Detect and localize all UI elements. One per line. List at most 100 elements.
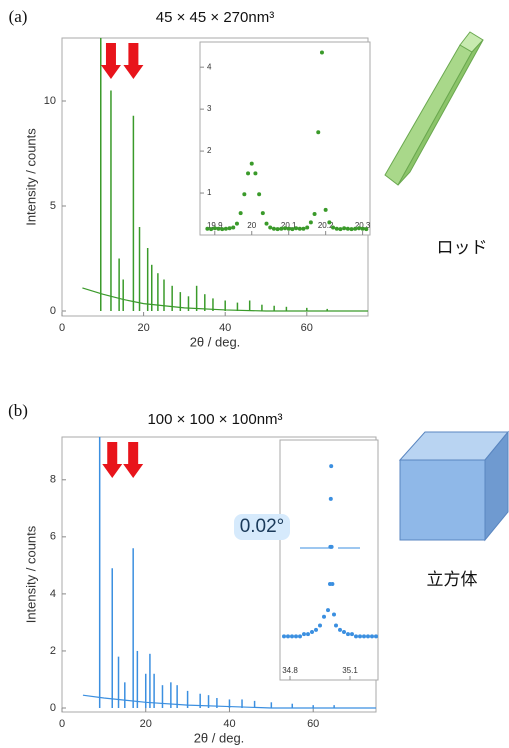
data-point xyxy=(342,630,346,634)
x-tick-label: 20 xyxy=(137,322,149,334)
data-point xyxy=(370,634,374,639)
data-point xyxy=(238,211,243,216)
data-point xyxy=(205,226,210,231)
data-point xyxy=(329,464,334,469)
data-point xyxy=(346,632,350,637)
x-tick-label: 19.9 xyxy=(207,221,223,230)
data-point xyxy=(330,582,335,586)
x-tick-label: 60 xyxy=(307,718,319,730)
data-point xyxy=(246,171,251,176)
data-point xyxy=(234,221,239,226)
x-tick-label: 40 xyxy=(223,718,235,730)
red-arrow xyxy=(123,442,144,478)
data-point xyxy=(302,632,306,637)
data-point xyxy=(308,220,313,225)
data-point xyxy=(271,226,276,231)
data-point xyxy=(305,225,310,230)
x-tick-label: 40 xyxy=(219,322,231,334)
data-point xyxy=(298,634,302,639)
data-point xyxy=(268,225,273,230)
shape-label: ロッド xyxy=(437,238,488,258)
data-point xyxy=(338,627,342,632)
red-arrow xyxy=(123,43,144,79)
x-axis-label: 2θ / deg. xyxy=(190,334,241,349)
y-tick-label: 0 xyxy=(50,702,56,714)
data-point xyxy=(358,634,362,639)
y-tick-label: 0 xyxy=(50,305,56,317)
data-point xyxy=(364,227,369,232)
x-tick-label: 34.8 xyxy=(282,666,298,675)
data-point xyxy=(297,226,302,231)
x-tick-label: 0 xyxy=(59,718,65,730)
data-point xyxy=(334,623,338,628)
x-tick-label: 20.2 xyxy=(318,221,334,230)
data-point xyxy=(283,226,287,231)
data-point xyxy=(362,634,366,639)
data-point xyxy=(249,161,254,166)
data-point xyxy=(282,634,286,639)
data-point xyxy=(209,227,214,232)
annotation-glow xyxy=(234,514,290,540)
data-point xyxy=(294,634,298,639)
x-tick-label: 20 xyxy=(140,718,152,730)
data-point xyxy=(374,634,378,639)
y-tick-label: 2 xyxy=(50,645,56,657)
y-tick-label: 5 xyxy=(50,200,56,212)
y-axis-label: Intensity / counts xyxy=(23,525,38,623)
data-point xyxy=(223,226,228,231)
data-point xyxy=(312,212,317,217)
data-point xyxy=(290,634,294,639)
red-arrow xyxy=(100,43,121,79)
cube-shape xyxy=(398,430,509,542)
data-point xyxy=(329,544,334,549)
x-tick-label: 20.3 xyxy=(355,221,371,230)
inset: 34.8 35.1 xyxy=(279,439,379,681)
data-point xyxy=(220,227,225,232)
data-point xyxy=(326,608,330,613)
data-point xyxy=(314,627,318,632)
chart-title: 100 × 100 × 100nm³ xyxy=(147,411,282,428)
data-point xyxy=(242,192,247,197)
y-axis-label: Intensity / counts xyxy=(23,128,38,226)
data-point xyxy=(318,623,322,628)
data-point xyxy=(322,614,326,619)
data-point xyxy=(294,226,299,231)
data-point xyxy=(350,632,354,637)
red-arrow xyxy=(102,442,123,478)
annotation: 0.02° xyxy=(240,516,285,537)
data-point xyxy=(286,634,290,639)
data-point xyxy=(231,225,236,230)
data-point xyxy=(349,227,354,232)
data-point xyxy=(319,50,324,55)
data-point xyxy=(360,226,365,231)
data-point xyxy=(323,207,328,212)
x-tick-label: 0 xyxy=(59,322,65,334)
y-tick-label: 2 xyxy=(207,146,212,155)
x-axis-label: 2θ / deg. xyxy=(194,730,245,745)
y-tick-label: 6 xyxy=(50,531,56,543)
data-point xyxy=(290,227,295,232)
data-point xyxy=(328,496,333,501)
data-point xyxy=(212,226,217,231)
x-tick-label: 20 xyxy=(247,221,256,230)
inset: 19.9 20 20.1 20.2 20.3 1 2 3 4 xyxy=(199,41,371,236)
data-point xyxy=(216,226,221,231)
y-tick-label: 4 xyxy=(207,62,212,71)
y-tick-label: 1 xyxy=(207,188,212,197)
data-point xyxy=(286,226,291,231)
chart-title: 45 × 45 × 270nm³ xyxy=(156,9,274,26)
data-point xyxy=(338,227,343,232)
panel-label: (b) xyxy=(8,401,28,420)
plot-frame xyxy=(199,41,371,236)
data-point xyxy=(227,226,232,231)
data-point xyxy=(345,226,350,231)
data-point xyxy=(342,226,347,231)
y-tick-label: 4 xyxy=(50,588,56,600)
data-point xyxy=(264,221,269,226)
data-point xyxy=(331,225,336,230)
x-tick-label: 20.1 xyxy=(281,221,297,230)
data-point xyxy=(354,634,358,639)
data-point xyxy=(257,192,262,197)
x-tick-label: 35.1 xyxy=(342,666,358,675)
